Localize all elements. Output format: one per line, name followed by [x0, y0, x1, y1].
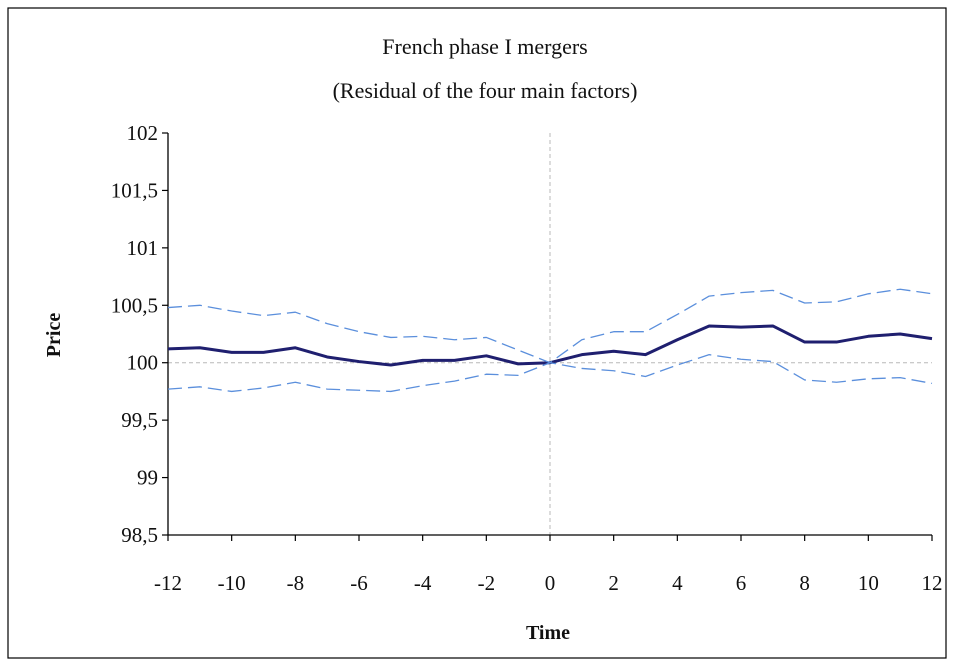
x-tick-label: 10 — [858, 571, 879, 595]
y-axis-label: Price — [43, 313, 65, 358]
reference-lines — [168, 133, 932, 535]
x-tick-label: 0 — [545, 571, 556, 595]
y-tick-label: 100,5 — [111, 293, 158, 317]
x-tick-label: -8 — [287, 571, 305, 595]
x-tick-label: -2 — [478, 571, 496, 595]
y-tick-label: 101 — [127, 236, 159, 260]
chart-title: French phase I mergers — [382, 34, 587, 59]
y-tick-label: 101,5 — [111, 178, 158, 202]
x-tick-label: -4 — [414, 571, 432, 595]
x-tick-label: -6 — [350, 571, 368, 595]
y-tick-label: 102 — [127, 121, 159, 145]
y-tick-label: 100 — [127, 351, 159, 375]
x-tick-label: 4 — [672, 571, 683, 595]
chart-subtitle: (Residual of the four main factors) — [333, 78, 638, 103]
lower-bound-series-line — [167, 354, 933, 393]
y-tick-label: 99,5 — [121, 408, 158, 432]
x-tick-label: 2 — [608, 571, 619, 595]
x-tick-label: -12 — [154, 571, 182, 595]
figure-border — [7, 7, 947, 659]
x-axis-label: Time — [526, 622, 570, 644]
x-tick-label: 12 — [922, 571, 943, 595]
x-tick-label: 6 — [736, 571, 747, 595]
series-layer — [167, 288, 933, 393]
x-tick-label: 8 — [799, 571, 810, 595]
y-tick-label: 99 — [137, 466, 158, 490]
x-tick-label: -10 — [218, 571, 246, 595]
y-tick-label: 98,5 — [121, 523, 158, 547]
